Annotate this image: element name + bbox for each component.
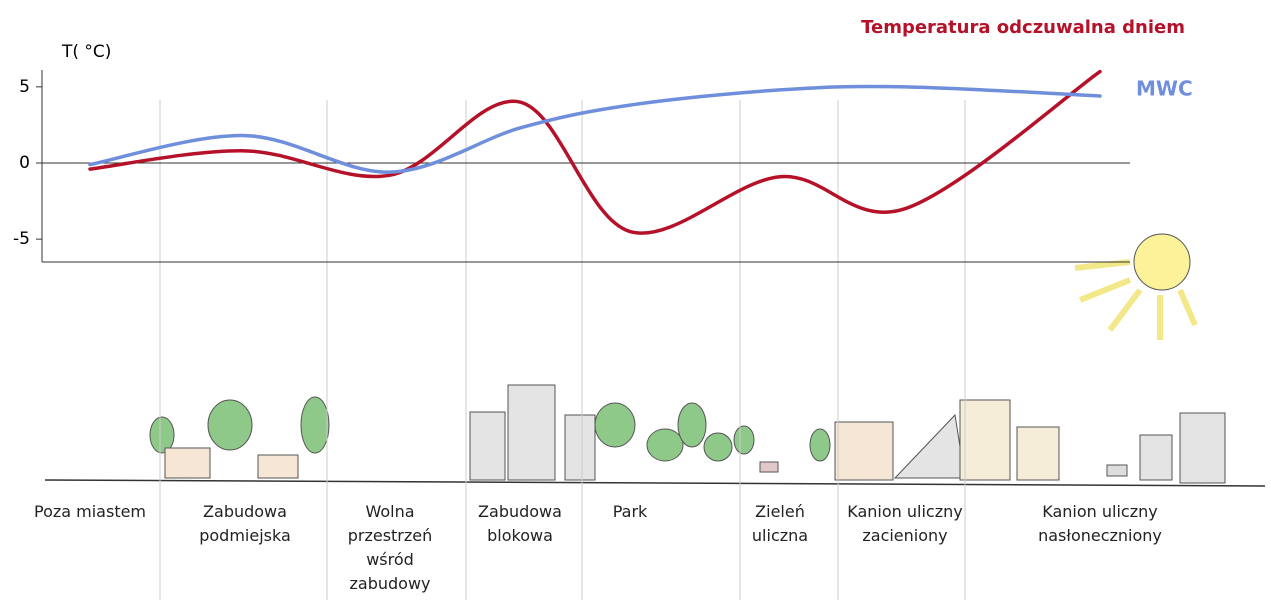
zone-label: Zabudowa blokowa: [478, 502, 562, 545]
zone-label: Poza miastem: [33, 502, 147, 521]
y-tick-label: 5: [19, 77, 30, 97]
line: [88, 84, 1102, 174]
y-tick-label: -5: [13, 229, 30, 249]
zone-label: Park: [612, 502, 648, 521]
y-tick-label: 0: [19, 153, 30, 173]
zone-label: Wolna przestrzeń wśród zabudowy: [347, 502, 433, 593]
zone-label: Kanion uliczny nasłoneczniony: [1038, 502, 1162, 545]
series-label: MWC: [1136, 77, 1193, 101]
chart-title: Temperatura odczuwalna dniem: [861, 17, 1185, 38]
zone-label: Zieleń uliczna: [751, 502, 809, 545]
zone-label: Kanion uliczny zacieniony: [847, 502, 963, 545]
line: [88, 69, 1102, 235]
zone-label: Zabudowa podmiejska: [199, 502, 291, 545]
y-axis-label: T( °C): [61, 42, 111, 62]
illustration: [44, 233, 1266, 487]
